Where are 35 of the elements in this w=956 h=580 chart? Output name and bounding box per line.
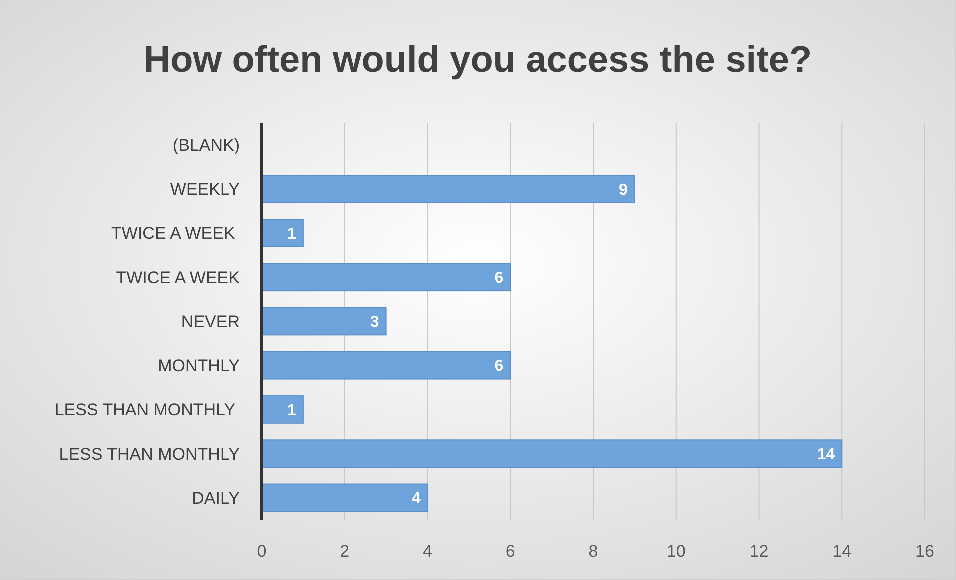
x-tick-label: 16 <box>916 542 934 561</box>
x-tick-label: 6 <box>506 542 516 561</box>
bar <box>262 174 636 204</box>
data-label: 1 <box>288 226 297 243</box>
y-tick-label: LESS THAN MONTHLY <box>59 444 240 464</box>
bar <box>262 219 304 248</box>
x-tick-label: 2 <box>340 542 350 561</box>
bar <box>262 396 304 424</box>
y-tick-label: LESS THAN MONTHLY <box>54 400 240 420</box>
y-tick-label: MONTHLY <box>158 356 240 376</box>
data-label: 9 <box>619 182 628 199</box>
data-label: 6 <box>494 270 504 287</box>
x-tick-label: 14 <box>832 542 852 561</box>
y-tick-label: NEVER <box>181 312 240 332</box>
bar <box>262 351 512 380</box>
bar <box>262 484 428 512</box>
bar <box>262 440 843 468</box>
y-tick-label: WEEKLY <box>170 180 240 200</box>
y-tick-label: TWICE A WEEK <box>112 224 240 244</box>
bar <box>262 263 512 292</box>
x-tick-label: 0 <box>257 542 267 561</box>
x-tick-label: 12 <box>750 542 769 561</box>
data-label: 4 <box>412 490 421 508</box>
y-tick-label: (BLANK) <box>172 136 240 156</box>
data-label: 1 <box>288 402 297 420</box>
bar <box>262 307 387 336</box>
x-tick-label: 8 <box>588 542 598 561</box>
x-tick-label: 10 <box>666 542 686 561</box>
y-tick-label: DAILY <box>192 488 240 508</box>
chart-title: How often would you access the site? <box>144 39 812 80</box>
data-label: 3 <box>370 314 380 332</box>
data-label: 6 <box>494 358 504 376</box>
y-tick-label: TWICE A WEEK <box>116 268 241 288</box>
data-label: 14 <box>817 446 836 464</box>
x-tick-label: 4 <box>423 542 432 561</box>
